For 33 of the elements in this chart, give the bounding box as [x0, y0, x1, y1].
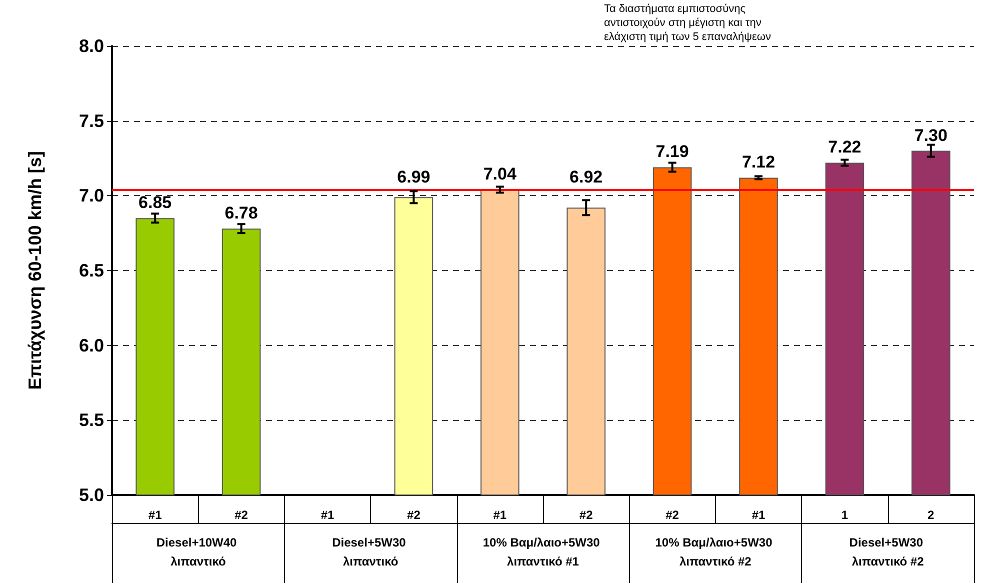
y-tick-label: 5.0	[78, 485, 104, 505]
data-label: 6.85	[138, 193, 172, 212]
text: 10% Βαμ/λαιο+5W30 λιπαντικό #1	[482, 536, 604, 568]
text: Diesel+5W30 λιπαντικό	[332, 536, 410, 568]
text: 10% Βαμ/λαιο+5W30 λιπαντικό #2	[655, 536, 776, 568]
x-tick-label: #1	[752, 508, 766, 522]
x-tick-label: #2	[579, 508, 594, 522]
text: Diesel+5W30 λιπαντικό #2	[849, 536, 926, 568]
x-tick-label: #2	[666, 508, 680, 522]
data-label: 7.04	[483, 164, 517, 184]
x-tick-label: 2	[928, 508, 935, 522]
y-tick-label: 7.5	[78, 110, 104, 131]
y-axis-title: Επιτάχυνση 60-100 km/h [s]	[25, 151, 45, 390]
data-label: 7.22	[828, 138, 862, 157]
x-tick-label: #2	[234, 508, 248, 522]
y-tick-label: 6.0	[78, 335, 104, 356]
x-tick-label: #1	[493, 508, 507, 522]
x-tick-label: #1	[148, 508, 162, 522]
data-label: 7.19	[656, 142, 689, 162]
x-tick-label: 1	[841, 508, 848, 522]
x-tick-label: #2	[407, 508, 421, 522]
y-tick-label: 6.5	[78, 260, 104, 280]
data-label: 7.12	[742, 152, 776, 172]
text: Diesel+10W40 λιπαντικό	[156, 536, 240, 568]
text: Τα διαστήματα εμπιστοσύνης αντιστοιχούν στη μέγιστη και την ελάχιστη τιμή των 5 επαναλήψεων	[604, 3, 772, 43]
y-tick-label: 5.5	[78, 410, 104, 430]
data-label: 6.78	[224, 204, 258, 223]
y-tick-label: 8.0	[78, 36, 104, 56]
data-label: 6.92	[570, 168, 603, 187]
x-tick-label: #1	[320, 508, 334, 522]
y-tick-label: 7.0	[78, 186, 104, 206]
data-label: 7.30	[914, 126, 948, 145]
data-label: 6.99	[397, 168, 430, 187]
